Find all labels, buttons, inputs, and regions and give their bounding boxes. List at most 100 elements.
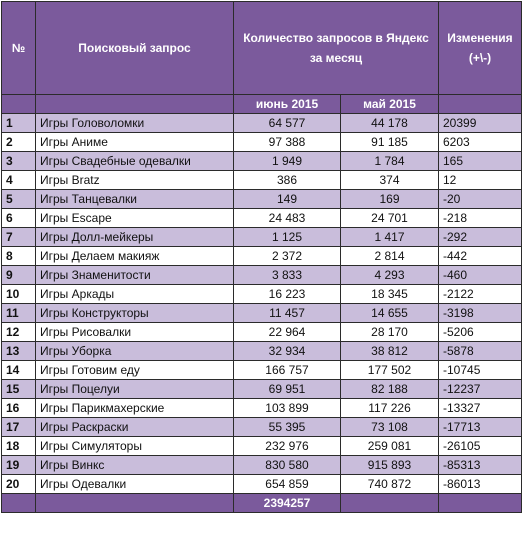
table-row: 10 Игры Аркады 16 223 18 345 -2122 xyxy=(1,284,522,304)
row-num: 10 xyxy=(1,284,36,304)
row-june: 22 964 xyxy=(233,322,341,342)
header-changes-empty xyxy=(438,94,522,114)
row-num: 12 xyxy=(1,322,36,342)
row-num: 3 xyxy=(1,151,36,171)
row-change: 165 xyxy=(438,151,522,171)
row-june: 55 395 xyxy=(233,417,341,437)
search-stats-table: № Поисковый запрос Количество запросов в… xyxy=(1,1,522,513)
table-row: 6 Игры Escape 24 483 24 701 -218 xyxy=(1,208,522,228)
row-num: 19 xyxy=(1,455,36,475)
table-row: 8 Игры Делаем макияж 2 372 2 814 -442 xyxy=(1,246,522,266)
row-query: Игры Аниме xyxy=(35,132,234,152)
footer-may-empty xyxy=(340,493,439,513)
row-num: 11 xyxy=(1,303,36,323)
row-query: Игры Головоломки xyxy=(35,113,234,133)
footer-june-total: 2394257 xyxy=(233,493,341,513)
row-num: 13 xyxy=(1,341,36,361)
table-row: 2 Игры Аниме 97 388 91 185 6203 xyxy=(1,132,522,152)
row-june: 16 223 xyxy=(233,284,341,304)
row-change: -20 xyxy=(438,189,522,209)
row-num: 4 xyxy=(1,170,36,190)
table-row: 15 Игры Поцелуи 69 951 82 188 -12237 xyxy=(1,379,522,399)
table-row: 4 Игры Bratz 386 374 12 xyxy=(1,170,522,190)
row-change: -5878 xyxy=(438,341,522,361)
header-num: № xyxy=(1,1,36,95)
row-query: Игры Делаем макияж xyxy=(35,246,234,266)
header-query-empty xyxy=(35,94,234,114)
row-may: 915 893 xyxy=(340,455,439,475)
table-row: 13 Игры Уборка 32 934 38 812 -5878 xyxy=(1,341,522,361)
row-june: 386 xyxy=(233,170,341,190)
row-num: 1 xyxy=(1,113,36,133)
row-num: 8 xyxy=(1,246,36,266)
header-num-empty xyxy=(1,94,36,114)
table-row: 19 Игры Винкс 830 580 915 893 -85313 xyxy=(1,455,522,475)
row-may: 169 xyxy=(340,189,439,209)
row-may: 38 812 xyxy=(340,341,439,361)
table-row: 17 Игры Раскраски 55 395 73 108 -17713 xyxy=(1,417,522,437)
row-may: 4 293 xyxy=(340,265,439,285)
table-row: 16 Игры Парикмахерские 103 899 117 226 -1332… xyxy=(1,398,522,418)
row-num: 20 xyxy=(1,474,36,494)
row-query: Игры Одевалки xyxy=(35,474,234,494)
row-may: 28 170 xyxy=(340,322,439,342)
row-change: -218 xyxy=(438,208,522,228)
row-query: Игры Свадебные одевалки xyxy=(35,151,234,171)
row-query: Игры Танцевалки xyxy=(35,189,234,209)
row-june: 64 577 xyxy=(233,113,341,133)
table-row: 5 Игры Танцевалки 149 169 -20 xyxy=(1,189,522,209)
row-num: 6 xyxy=(1,208,36,228)
row-change: -2122 xyxy=(438,284,522,304)
table-row: 1 Игры Головоломки 64 577 44 178 20399 xyxy=(1,113,522,133)
row-num: 5 xyxy=(1,189,36,209)
footer-num-empty xyxy=(1,493,36,513)
row-query: Игры Симуляторы xyxy=(35,436,234,456)
row-june: 830 580 xyxy=(233,455,341,475)
row-query: Игры Bratz xyxy=(35,170,234,190)
row-change: 6203 xyxy=(438,132,522,152)
row-june: 103 899 xyxy=(233,398,341,418)
row-num: 2 xyxy=(1,132,36,152)
row-change: -12237 xyxy=(438,379,522,399)
row-query: Игры Аркады xyxy=(35,284,234,304)
row-june: 24 483 xyxy=(233,208,341,228)
row-june: 654 859 xyxy=(233,474,341,494)
row-june: 2 372 xyxy=(233,246,341,266)
header-changes: Изменения (+\-) xyxy=(438,1,522,95)
row-change: -17713 xyxy=(438,417,522,437)
row-query: Игры Конструкторы xyxy=(35,303,234,323)
row-june: 166 757 xyxy=(233,360,341,380)
row-may: 374 xyxy=(340,170,439,190)
row-change: -292 xyxy=(438,227,522,247)
row-may: 1 784 xyxy=(340,151,439,171)
row-num: 14 xyxy=(1,360,36,380)
row-num: 18 xyxy=(1,436,36,456)
row-change: -442 xyxy=(438,246,522,266)
row-june: 11 457 xyxy=(233,303,341,323)
row-change: -460 xyxy=(438,265,522,285)
row-may: 259 081 xyxy=(340,436,439,456)
row-june: 1 949 xyxy=(233,151,341,171)
row-query: Игры Рисовалки xyxy=(35,322,234,342)
row-change: 20399 xyxy=(438,113,522,133)
row-query: Игры Долл-мейкеры xyxy=(35,227,234,247)
row-change: -26105 xyxy=(438,436,522,456)
row-num: 15 xyxy=(1,379,36,399)
row-num: 16 xyxy=(1,398,36,418)
row-query: Игры Уборка xyxy=(35,341,234,361)
row-may: 177 502 xyxy=(340,360,439,380)
table-row: 18 Игры Симуляторы 232 976 259 081 -26105 xyxy=(1,436,522,456)
table-row: 12 Игры Рисовалки 22 964 28 170 -5206 xyxy=(1,322,522,342)
table-row: 14 Игры Готовим еду 166 757 177 502 -10745 xyxy=(1,360,522,380)
header-query: Поисковый запрос xyxy=(35,1,234,95)
row-may: 117 226 xyxy=(340,398,439,418)
header-june: июнь 2015 xyxy=(233,94,341,114)
table-row: 20 Игры Одевалки 654 859 740 872 -86013 xyxy=(1,474,522,494)
row-may: 91 185 xyxy=(340,132,439,152)
footer-query-empty xyxy=(35,493,234,513)
row-may: 740 872 xyxy=(340,474,439,494)
row-query: Игры Escape xyxy=(35,208,234,228)
row-june: 32 934 xyxy=(233,341,341,361)
row-june: 149 xyxy=(233,189,341,209)
row-may: 24 701 xyxy=(340,208,439,228)
